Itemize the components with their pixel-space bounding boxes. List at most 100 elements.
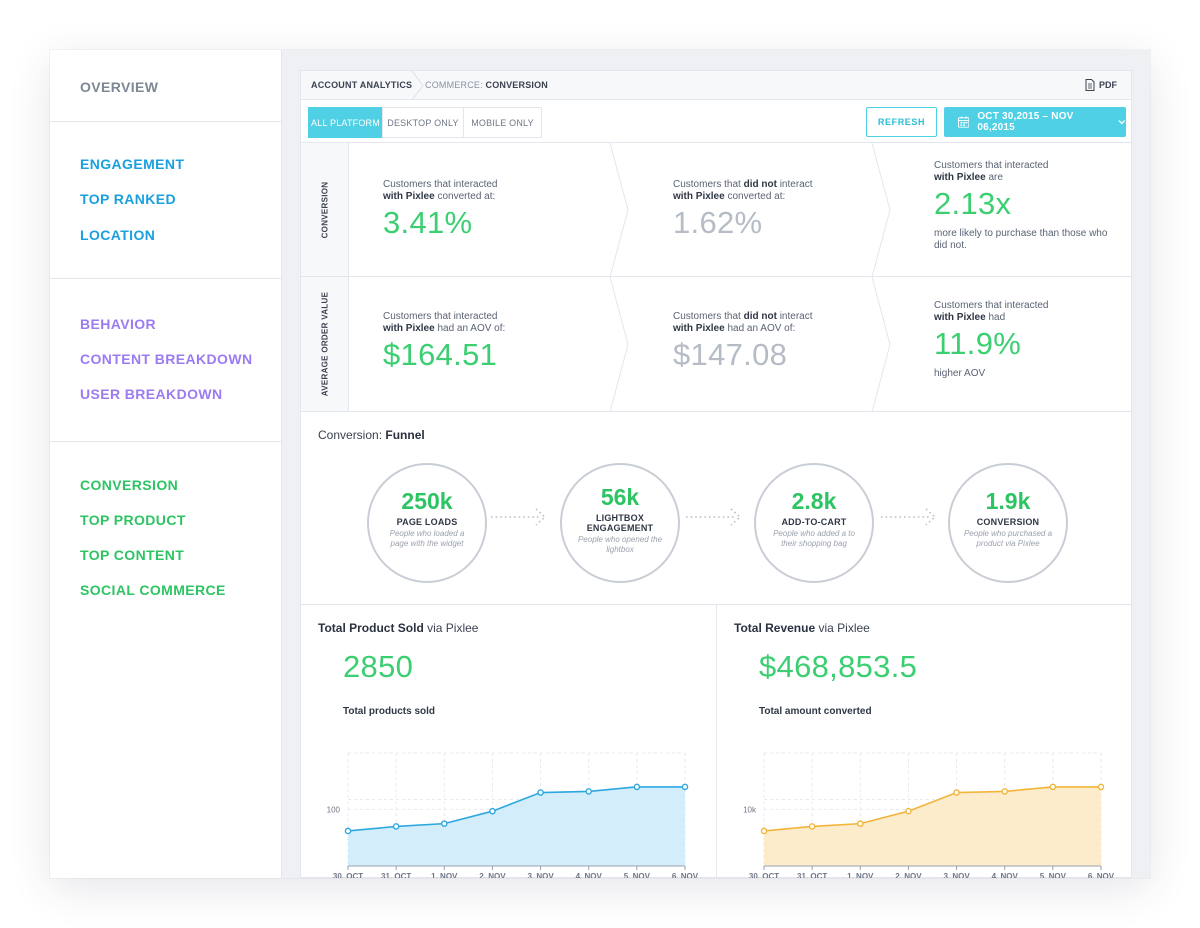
desc-text: had an AOV of: [434,323,506,334]
x-tick-label: 6. NOV [1088,872,1115,878]
metric-description: Customers that interacted with Pixlee had [934,300,1114,324]
sidebar-divider [50,278,282,279]
desc-text: converted at: [434,191,496,202]
x-tick-label: 4. NOV [576,872,603,878]
sidebar-item-overview[interactable]: OVERVIEW [80,79,159,95]
sidebar-divider [50,441,282,442]
data-point [905,807,912,815]
funnel-label: CONVERSION [976,517,1040,527]
sidebar-item-top-content[interactable]: TOP CONTENT [80,547,185,563]
sidebar-item-location[interactable]: LOCATION [80,227,156,243]
data-point [760,827,768,835]
x-tick-label: 2. NOV [479,872,506,878]
x-tick-label: 6. NOV [672,872,699,878]
title-bold: Total Product Sold [318,621,424,635]
desc-text: had [985,312,1006,323]
x-tick-label: 31. OCT [797,872,827,878]
funnel-step-conversion: 1.9k CONVERSION People who purchased a p… [948,463,1068,583]
y-tick-label: 10k [743,806,757,815]
desc-text: Customers that [673,179,744,190]
date-range-picker[interactable]: OCT 30,2015 – NOV 06,2015 [944,107,1126,137]
chevron-divider-icon [871,277,891,412]
metric-value: $147.08 [673,337,788,372]
sidebar-item-social-commerce[interactable]: SOCIAL COMMERCE [80,582,226,598]
x-tick-label: 4. NOV [992,872,1019,878]
breadcrumb-root[interactable]: ACCOUNT ANALYTICS [311,80,413,90]
panel-caption: Total amount converted [759,706,872,717]
data-point [537,789,544,796]
panel-value: 2850 [343,649,414,684]
aov-with-pixlee: Customers that interacted with Pixlee had… [383,311,583,373]
panel-title: Total Revenue via Pixlee [734,621,870,635]
funnel-label: ADD-TO-CART [781,517,847,527]
products-sold-chart: 100 30. OCT 31. OCT 1. NOV 2. NOV 3. NOV 4. NO… [327,752,699,878]
breadcrumb-separator-icon [411,71,424,100]
sidebar-divider [50,121,282,122]
platform-tab-all[interactable]: ALL PLATFORM [308,107,383,138]
data-point [856,820,864,827]
panel-caption: Total products sold [343,706,436,717]
metric-value: 11.9% [934,326,1022,361]
desc-text: Customers that interacted [383,311,498,322]
x-tick-label: 2. NOV [895,872,922,878]
panel-value: $468,853.5 [759,649,918,684]
metric-description: Customers that did not interact with Pixl… [673,179,873,203]
metric-value: 1.62% [673,205,763,240]
pdf-button[interactable]: PDF [1085,79,1117,91]
metric-description: Customers that interacted with Pixlee con… [383,179,583,203]
sidebar-item-engagement[interactable]: ENGAGEMENT [80,156,185,172]
series-line [347,786,685,832]
dotted-arrow-icon [686,508,742,526]
desc-text: converted at: [724,191,786,202]
data-point [1001,788,1009,795]
aov-row: AVERAGE ORDER VALUE Customers that inter… [301,277,1131,412]
date-range-label: OCT 30,2015 – NOV 06,2015 [977,111,1074,133]
desc-bold: did not [743,311,777,322]
sidebar-item-content-breakdown[interactable]: CONTENT BREAKDOWN [80,351,253,367]
funnel-value: 1.9k [985,488,1031,514]
revenue-panel: Total Revenue via Pixlee $468,853.5 Tota… [717,605,1131,878]
panel-divider [716,605,717,878]
title-text: via Pixlee [815,621,870,635]
platform-tab-desktop[interactable]: DESKTOP ONLY [382,107,464,138]
sidebar-item-top-product[interactable]: TOP PRODUCT [80,512,186,528]
sidebar-item-user-breakdown[interactable]: USER BREAKDOWN [80,386,223,402]
desc-bold: with Pixlee [673,191,725,202]
data-point [440,820,448,827]
funnel-value: 250k [401,488,453,514]
x-tick-label: 30. OCT [333,872,363,878]
row-label-text: AVERAGE ORDER VALUE [320,291,329,397]
funnel-value: 2.8k [791,488,837,514]
funnel-desc: People who opened the lightbox [577,535,663,554]
x-tick-label: 31. OCT [381,872,411,878]
desc-text: Customers that interacted [934,160,1049,171]
series-area [348,786,685,866]
refresh-button[interactable]: REFRESH [866,107,937,137]
funnel-label: LIGHTBOX ENGAGEMENT [586,513,654,533]
data-point [1097,783,1105,791]
title-bold: Total Revenue [734,621,816,635]
platform-tab-mobile[interactable]: MOBILE ONLY [463,107,542,138]
desc-text: Customers that interacted [934,300,1049,311]
desc-text: interact [776,179,813,190]
desc-text: had an AOV of: [724,323,796,334]
sidebar-item-top-ranked[interactable]: TOP RANKED [80,191,177,207]
funnel-label: PAGE LOADS [396,517,458,527]
chevron-divider-icon [609,143,629,277]
sidebar-item-behavior[interactable]: BEHAVIOR [80,316,157,332]
desc-bold: with Pixlee [934,172,986,183]
metric-value: 3.41% [383,205,473,240]
sidebar-item-conversion[interactable]: CONVERSION [80,477,179,493]
x-tick-label: 3. NOV [527,872,554,878]
conversion-likelihood: Customers that interacted with Pixlee are… [934,160,1114,252]
conversion-row: CONVERSION Customers that interacted with… [301,143,1131,277]
calendar-icon [958,116,970,128]
desc-bold: with Pixlee [673,323,725,334]
metric-value: 2.13x [934,186,1012,221]
title-text: Conversion: [318,428,386,442]
funnel-desc: People who loaded a page with the widget [389,529,465,548]
row-label-text: CONVERSION [320,181,329,238]
revenue-chart: 10k 30. OCT 31. OCT 1. NOV 2. NOV 3. NOV 4. NO… [743,752,1115,878]
chevron-down-icon [1118,120,1126,125]
dotted-arrow-icon [491,508,547,526]
